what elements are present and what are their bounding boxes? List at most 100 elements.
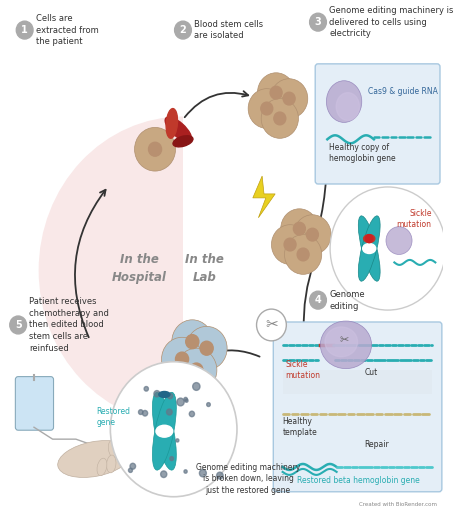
- Circle shape: [168, 393, 173, 399]
- Text: Genome
editing: Genome editing: [329, 290, 365, 311]
- Text: Genome editing machinery
is broken down, leaving
just the restored gene: Genome editing machinery is broken down,…: [196, 462, 301, 495]
- Circle shape: [200, 341, 213, 355]
- Polygon shape: [253, 176, 275, 218]
- Text: Cells are
extracted from
the patient: Cells are extracted from the patient: [36, 14, 99, 46]
- Circle shape: [148, 142, 162, 156]
- Text: In the
Lab: In the Lab: [185, 253, 224, 284]
- Ellipse shape: [156, 425, 173, 437]
- Circle shape: [128, 468, 132, 473]
- Circle shape: [256, 309, 286, 341]
- Circle shape: [130, 463, 136, 469]
- Text: 5: 5: [15, 320, 21, 330]
- Circle shape: [271, 79, 308, 119]
- Text: ✂: ✂: [339, 335, 349, 345]
- Ellipse shape: [166, 108, 177, 138]
- Circle shape: [142, 410, 148, 416]
- Circle shape: [184, 397, 187, 401]
- Text: Repair: Repair: [365, 440, 389, 448]
- Circle shape: [261, 102, 273, 115]
- Circle shape: [272, 224, 309, 264]
- Text: 4: 4: [315, 295, 321, 305]
- Circle shape: [190, 363, 203, 377]
- Circle shape: [144, 386, 148, 391]
- Circle shape: [200, 470, 206, 477]
- Ellipse shape: [153, 392, 176, 470]
- Circle shape: [170, 457, 173, 461]
- Text: Sickle
mutation: Sickle mutation: [285, 360, 320, 380]
- Ellipse shape: [118, 438, 127, 456]
- Circle shape: [186, 335, 199, 349]
- Text: 2: 2: [180, 25, 186, 35]
- Ellipse shape: [107, 455, 116, 473]
- Circle shape: [365, 235, 373, 243]
- Circle shape: [293, 222, 305, 235]
- Circle shape: [174, 21, 191, 39]
- Ellipse shape: [320, 321, 372, 368]
- Circle shape: [184, 470, 187, 473]
- Ellipse shape: [336, 93, 359, 120]
- Text: ✂: ✂: [265, 317, 278, 332]
- Circle shape: [297, 248, 309, 261]
- Wedge shape: [39, 117, 183, 424]
- Circle shape: [10, 316, 27, 334]
- Text: Cas9 & guide RNA: Cas9 & guide RNA: [368, 87, 438, 96]
- Ellipse shape: [153, 392, 176, 470]
- Ellipse shape: [386, 227, 412, 254]
- Text: Created with BioRender.com: Created with BioRender.com: [359, 502, 437, 507]
- Circle shape: [138, 410, 143, 414]
- Circle shape: [154, 391, 160, 397]
- Circle shape: [283, 92, 295, 105]
- Text: Genome editing machinery is
delivered to cells using
electricity: Genome editing machinery is delivered to…: [329, 6, 454, 39]
- Circle shape: [135, 127, 175, 171]
- Circle shape: [193, 382, 200, 391]
- Circle shape: [274, 112, 286, 125]
- Text: Sickle
mutation: Sickle mutation: [397, 208, 432, 229]
- FancyBboxPatch shape: [15, 377, 54, 430]
- Ellipse shape: [58, 441, 131, 477]
- Ellipse shape: [363, 244, 376, 253]
- FancyBboxPatch shape: [315, 64, 440, 184]
- Ellipse shape: [159, 392, 170, 397]
- Text: 1: 1: [21, 25, 28, 35]
- Circle shape: [248, 89, 285, 128]
- FancyBboxPatch shape: [273, 322, 442, 492]
- Text: Patient receives
chemotherapy and
then edited blood
stem cells are
reinfused: Patient receives chemotherapy and then e…: [29, 297, 109, 353]
- Circle shape: [330, 187, 446, 310]
- Circle shape: [175, 352, 189, 366]
- Circle shape: [310, 291, 327, 309]
- Circle shape: [189, 411, 194, 417]
- Ellipse shape: [173, 136, 193, 147]
- Text: In the
Hospital: In the Hospital: [112, 253, 167, 284]
- Ellipse shape: [325, 327, 357, 357]
- Circle shape: [284, 235, 322, 275]
- Ellipse shape: [364, 235, 375, 243]
- Circle shape: [162, 337, 202, 381]
- Circle shape: [110, 362, 237, 497]
- Circle shape: [294, 215, 331, 254]
- Circle shape: [217, 472, 223, 479]
- Circle shape: [207, 402, 210, 407]
- Circle shape: [310, 13, 327, 31]
- Circle shape: [185, 399, 188, 402]
- Circle shape: [257, 73, 295, 112]
- Circle shape: [176, 439, 179, 442]
- Circle shape: [16, 21, 33, 39]
- Circle shape: [307, 228, 319, 241]
- Circle shape: [261, 99, 299, 138]
- Ellipse shape: [109, 440, 118, 458]
- Circle shape: [177, 398, 184, 406]
- Text: Healthy
template: Healthy template: [283, 417, 318, 437]
- Circle shape: [186, 326, 227, 370]
- Ellipse shape: [358, 216, 380, 281]
- Circle shape: [281, 209, 318, 249]
- Text: 3: 3: [315, 17, 321, 27]
- FancyBboxPatch shape: [283, 369, 432, 394]
- Circle shape: [284, 238, 296, 251]
- Circle shape: [166, 409, 172, 415]
- Text: Restored beta hemoglobin gene: Restored beta hemoglobin gene: [297, 476, 419, 486]
- Text: Restored
gene: Restored gene: [96, 407, 130, 427]
- Circle shape: [176, 348, 217, 392]
- Circle shape: [161, 471, 167, 477]
- Circle shape: [270, 86, 282, 99]
- Circle shape: [172, 320, 213, 363]
